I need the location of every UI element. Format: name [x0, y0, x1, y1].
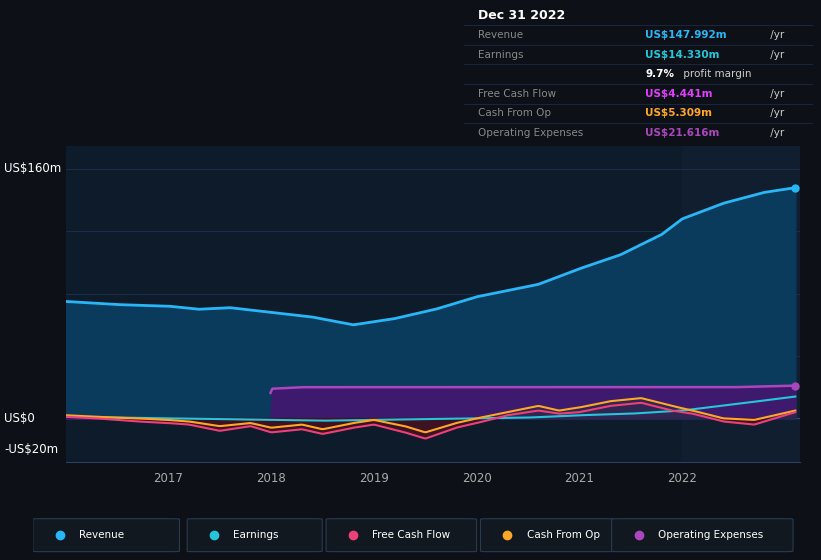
Text: US$160m: US$160m — [4, 162, 62, 175]
Text: Cash From Op: Cash From Op — [527, 530, 600, 540]
Text: profit margin: profit margin — [680, 69, 752, 79]
Text: Operating Expenses: Operating Expenses — [658, 530, 764, 540]
Bar — [682, 146, 800, 462]
Text: Free Cash Flow: Free Cash Flow — [373, 530, 451, 540]
FancyBboxPatch shape — [326, 519, 476, 552]
Text: Earnings: Earnings — [233, 530, 279, 540]
Text: Dec 31 2022: Dec 31 2022 — [478, 9, 565, 22]
Text: US$21.616m: US$21.616m — [645, 128, 720, 138]
FancyBboxPatch shape — [33, 519, 180, 552]
Text: US$4.441m: US$4.441m — [645, 89, 713, 99]
Text: /yr: /yr — [768, 50, 785, 59]
Text: Cash From Op: Cash From Op — [478, 109, 551, 118]
Text: Earnings: Earnings — [478, 50, 523, 59]
Text: /yr: /yr — [768, 109, 785, 118]
Text: /yr: /yr — [768, 30, 785, 40]
Text: -US$20m: -US$20m — [4, 443, 58, 456]
Text: US$147.992m: US$147.992m — [645, 30, 727, 40]
Text: /yr: /yr — [768, 128, 785, 138]
Text: Revenue: Revenue — [79, 530, 124, 540]
Text: US$0: US$0 — [4, 412, 34, 425]
Text: Revenue: Revenue — [478, 30, 523, 40]
Text: Free Cash Flow: Free Cash Flow — [478, 89, 556, 99]
Text: US$5.309m: US$5.309m — [645, 109, 713, 118]
FancyBboxPatch shape — [612, 519, 793, 552]
FancyBboxPatch shape — [480, 519, 616, 552]
Text: Operating Expenses: Operating Expenses — [478, 128, 583, 138]
Text: 9.7%: 9.7% — [645, 69, 674, 79]
Text: US$14.330m: US$14.330m — [645, 50, 720, 59]
FancyBboxPatch shape — [187, 519, 323, 552]
Text: /yr: /yr — [768, 89, 785, 99]
